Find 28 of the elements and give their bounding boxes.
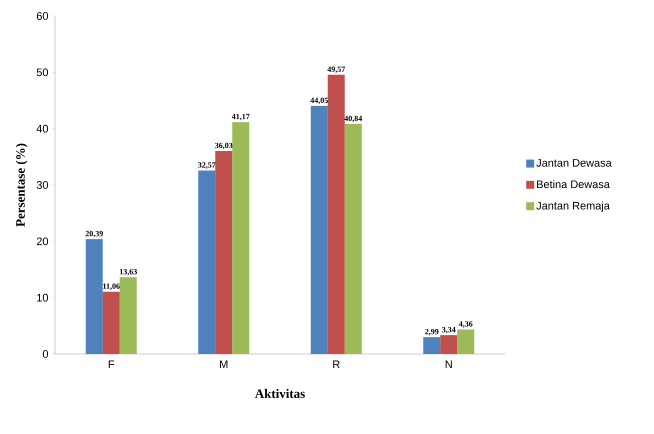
x-axis-title: Aktivitas xyxy=(254,388,305,398)
legend-label: Jantan Remaja xyxy=(536,202,610,212)
bar xyxy=(344,124,362,354)
y-tick-label: 10 xyxy=(37,294,48,302)
y-tick-label: 0 xyxy=(42,350,48,358)
bar xyxy=(457,329,474,354)
bar xyxy=(86,239,103,354)
x-tick-label: M xyxy=(220,360,228,368)
y-tick-label: 30 xyxy=(36,181,48,189)
x-tick-label: N xyxy=(446,360,452,368)
bar xyxy=(423,337,440,354)
legend-label: Betina Dewasa xyxy=(537,180,610,188)
x-tick-label: R xyxy=(333,360,340,368)
bar xyxy=(310,106,328,354)
y-tick-label: 20 xyxy=(36,237,48,246)
y-tick-label: 50 xyxy=(36,68,48,76)
y-axis-title: Persentase (%) xyxy=(16,144,28,227)
bar xyxy=(198,170,216,354)
bar xyxy=(120,277,137,354)
legend-label: Jantan Dewasa xyxy=(536,159,612,167)
bar xyxy=(328,74,345,354)
bar xyxy=(232,122,250,354)
bar xyxy=(102,292,120,354)
y-tick-label: 60 xyxy=(36,12,48,20)
bar xyxy=(215,151,232,354)
bar xyxy=(440,335,458,354)
x-tick-label: F xyxy=(108,360,114,368)
y-tick-label: 40 xyxy=(36,124,48,133)
